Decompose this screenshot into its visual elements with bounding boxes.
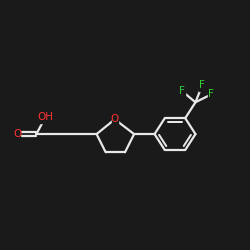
Text: O: O <box>111 114 119 124</box>
Bar <box>208 89 214 100</box>
Text: F: F <box>199 80 205 90</box>
Bar <box>14 128 20 140</box>
Text: F: F <box>179 86 185 96</box>
Text: F: F <box>208 89 214 99</box>
Text: OH: OH <box>38 112 54 122</box>
Bar <box>199 80 205 91</box>
Bar <box>112 114 118 125</box>
Bar <box>179 85 185 96</box>
Bar <box>39 111 52 123</box>
Text: O: O <box>13 129 21 139</box>
